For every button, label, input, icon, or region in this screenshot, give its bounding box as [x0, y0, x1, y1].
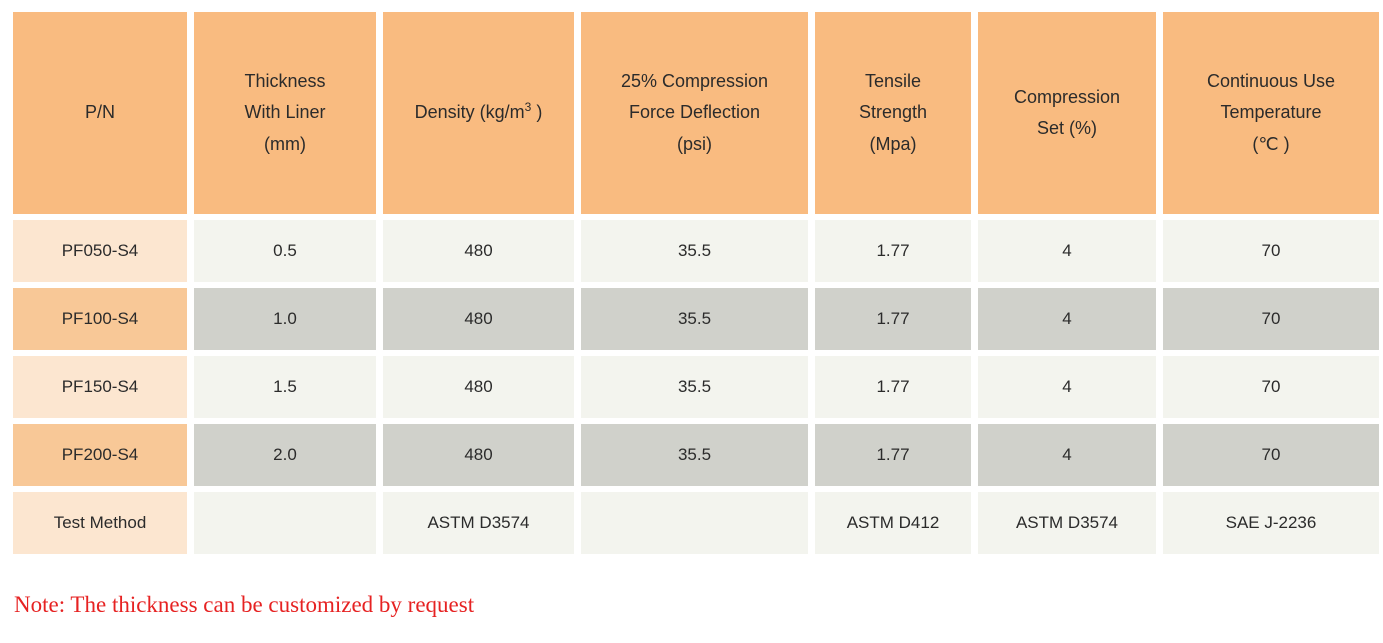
- cell-compression-set: 4: [978, 356, 1156, 418]
- header-cell-pn: P/N: [13, 12, 187, 214]
- cell-density: 480: [383, 220, 574, 282]
- cell-tensile-strength: 1.77: [815, 288, 971, 350]
- cell-thickness: [194, 492, 376, 554]
- cell-compression-force-deflection: 35.5: [581, 424, 808, 486]
- header-cell-tensile-strength: Tensile Strength (Mpa): [815, 12, 971, 214]
- cell-density: 480: [383, 288, 574, 350]
- table-row-pf050: PF050-S4 0.5 480 35.5 1.77 4 70: [13, 220, 1379, 282]
- cell-pn: Test Method: [13, 492, 187, 554]
- cell-tensile-strength: 1.77: [815, 424, 971, 486]
- table-header-row: P/N Thickness With Liner (mm) Density (k…: [13, 12, 1379, 214]
- cell-compression-set: ASTM D3574: [978, 492, 1156, 554]
- header-cell-continuous-use-temperature: Continuous Use Temperature (℃ ): [1163, 12, 1379, 214]
- table-row-pf100: PF100-S4 1.0 480 35.5 1.77 4 70: [13, 288, 1379, 350]
- customization-note: Note: The thickness can be customized by…: [14, 592, 475, 617]
- cell-compression-force-deflection: 35.5: [581, 220, 808, 282]
- cell-compression-set: 4: [978, 220, 1156, 282]
- cell-pn: PF200-S4: [13, 424, 187, 486]
- cell-compression-force-deflection: [581, 492, 808, 554]
- header-cell-thickness: Thickness With Liner (mm): [194, 12, 376, 214]
- cell-tensile-strength: 1.77: [815, 220, 971, 282]
- table-row-test-method: Test Method ASTM D3574 ASTM D412 ASTM D3…: [13, 492, 1379, 554]
- cell-pn: PF050-S4: [13, 220, 187, 282]
- cell-pn: PF100-S4: [13, 288, 187, 350]
- cell-continuous-use-temperature: 70: [1163, 424, 1379, 486]
- cell-density: ASTM D3574: [383, 492, 574, 554]
- cell-continuous-use-temperature: 70: [1163, 356, 1379, 418]
- density-superscript: 3: [524, 100, 532, 115]
- cell-thickness: 1.5: [194, 356, 376, 418]
- table-row-pf150: PF150-S4 1.5 480 35.5 1.77 4 70: [13, 356, 1379, 418]
- cell-continuous-use-temperature: 70: [1163, 288, 1379, 350]
- cell-continuous-use-temperature: 70: [1163, 220, 1379, 282]
- cell-compression-set: 4: [978, 424, 1156, 486]
- cell-density: 480: [383, 356, 574, 418]
- cell-compression-force-deflection: 35.5: [581, 356, 808, 418]
- header-cell-density: Density (kg/m3 ): [383, 12, 574, 214]
- spec-table: P/N Thickness With Liner (mm) Density (k…: [6, 6, 1383, 560]
- cell-compression-force-deflection: 35.5: [581, 288, 808, 350]
- cell-compression-set: 4: [978, 288, 1156, 350]
- density-label-prefix: Density (kg/m: [414, 102, 525, 123]
- cell-tensile-strength: 1.77: [815, 356, 971, 418]
- cell-pn: PF150-S4: [13, 356, 187, 418]
- cell-thickness: 0.5: [194, 220, 376, 282]
- cell-density: 480: [383, 424, 574, 486]
- cell-continuous-use-temperature: SAE J-2236: [1163, 492, 1379, 554]
- cell-thickness: 2.0: [194, 424, 376, 486]
- header-cell-compression-force-deflection: 25% Compression Force Deflection (psi): [581, 12, 808, 214]
- header-cell-compression-set: Compression Set (%): [978, 12, 1156, 214]
- cell-thickness: 1.0: [194, 288, 376, 350]
- density-label-suffix: ): [531, 102, 543, 123]
- table-row-pf200: PF200-S4 2.0 480 35.5 1.77 4 70: [13, 424, 1379, 486]
- cell-tensile-strength: ASTM D412: [815, 492, 971, 554]
